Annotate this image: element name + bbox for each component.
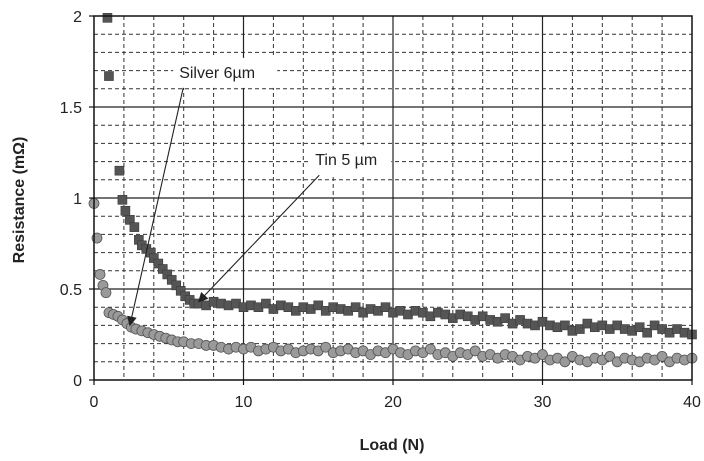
data-point-square	[575, 324, 585, 334]
series-silver	[88, 198, 698, 368]
annotation-box	[173, 57, 278, 88]
data-point-circle	[94, 269, 106, 280]
data-point-square	[380, 302, 391, 313]
series-layer	[88, 13, 698, 368]
y-axis-title: Resistance (mΩ)	[11, 137, 28, 264]
x-tick-label: 10	[235, 394, 253, 411]
data-point-square	[560, 320, 570, 331]
data-point-square	[500, 313, 510, 323]
data-point-square	[634, 322, 645, 333]
annotation-arrow	[197, 174, 320, 303]
annotations-layer: Silver 6µm Tin 5 µm	[127, 57, 392, 327]
data-point-square	[102, 13, 113, 23]
series-tin	[102, 13, 697, 340]
y-tick-label: 1	[73, 191, 82, 208]
annotation-label: Silver 6µm	[179, 65, 255, 82]
annotation-box	[309, 145, 392, 176]
x-tick-label: 0	[90, 394, 99, 411]
data-point-square	[104, 71, 114, 81]
y-tick-label: 0.5	[60, 282, 82, 299]
data-point-circle	[320, 341, 332, 353]
axes: 0 10 20 30 40 0 0.5 1 1.5 2	[60, 9, 701, 411]
data-point-circle	[559, 356, 571, 368]
data-point-circle	[656, 350, 668, 362]
data-point-square	[350, 302, 361, 313]
x-tick-label: 40	[683, 394, 701, 411]
data-point-square	[313, 300, 324, 311]
data-point-square	[117, 195, 128, 205]
data-point-circle	[604, 350, 616, 362]
data-point-square	[129, 222, 140, 232]
x-axis-title: Load (N)	[360, 437, 425, 454]
data-point-square	[120, 205, 131, 216]
x-tick-label: 30	[534, 394, 552, 411]
annotation-arrow	[127, 87, 184, 327]
data-point-circle	[537, 349, 548, 360]
y-tick-label: 2	[73, 9, 82, 26]
y-tick-label: 1.5	[60, 100, 82, 117]
data-point-square	[642, 327, 652, 338]
annotation-label: Tin 5 µm	[315, 152, 377, 169]
data-point-circle	[100, 287, 112, 299]
data-point-circle	[424, 343, 436, 355]
x-tick-label: 20	[384, 394, 402, 411]
data-point-square	[114, 165, 125, 176]
data-point-square	[261, 298, 271, 309]
y-tick-label: 0	[73, 373, 82, 390]
data-point-circle	[469, 345, 481, 357]
